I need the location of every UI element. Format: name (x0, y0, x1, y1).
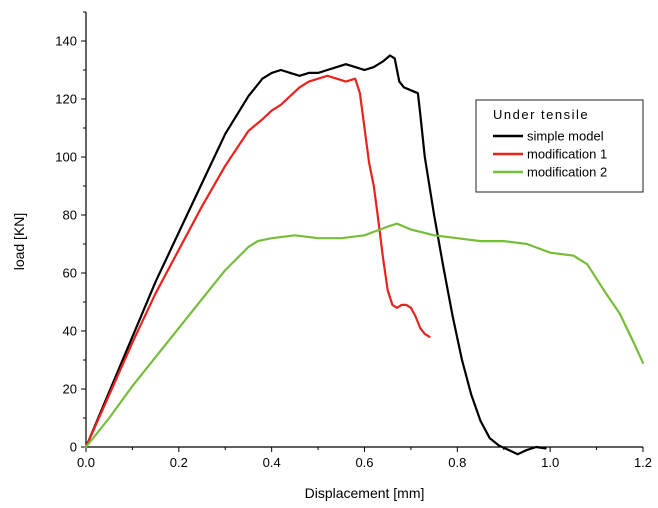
legend-label: simple model (527, 129, 604, 144)
y-tick-label: 140 (55, 34, 77, 49)
series-line-3 (84, 222, 645, 449)
x-tick-label: 0.2 (170, 455, 188, 470)
y-tick-label: 100 (55, 150, 77, 165)
chart-series-layer (84, 54, 645, 456)
series-line-2 (84, 74, 431, 449)
legend-label: modification 1 (527, 147, 607, 162)
chart-legend: Under tensile simple model modification 1 m… (475, 99, 644, 193)
legend-title: Under tensile (493, 107, 589, 122)
x-tick-label: 1.0 (541, 455, 559, 470)
chart-axes: 0.0 0.2 0.4 0.6 0.8 1.0 1.2 0 20 40 60 80 100 120 140 (55, 11, 652, 470)
x-tick-label: 1.2 (634, 455, 652, 470)
x-tick-label: 0.4 (263, 455, 281, 470)
x-tick-label: 0.6 (355, 455, 373, 470)
y-tick-label: 60 (63, 266, 77, 281)
y-tick-label: 0 (70, 440, 77, 455)
series-line-1 (84, 54, 547, 456)
y-tick-label: 120 (55, 92, 77, 107)
y-tick-label: 20 (63, 382, 77, 397)
legend-label: modification 2 (527, 165, 607, 180)
y-tick-label: 80 (63, 208, 77, 223)
x-tick-label: 0.0 (77, 455, 95, 470)
x-tick-label: 0.8 (448, 455, 466, 470)
y-tick-label: 40 (63, 324, 77, 339)
y-axis-title: load [KN] (11, 213, 27, 271)
legend-box (475, 99, 644, 193)
x-axis-title: Displacement [mm] (305, 485, 425, 501)
